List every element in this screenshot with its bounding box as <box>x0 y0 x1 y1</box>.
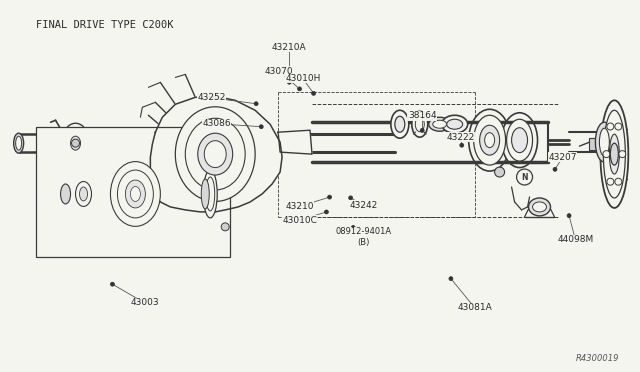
Circle shape <box>460 143 464 147</box>
Text: 43070: 43070 <box>265 67 294 76</box>
Ellipse shape <box>600 128 609 156</box>
Ellipse shape <box>198 133 233 175</box>
Ellipse shape <box>65 129 86 157</box>
Ellipse shape <box>76 182 92 206</box>
Text: 43210A: 43210A <box>272 42 307 51</box>
Circle shape <box>298 87 301 91</box>
Text: 43010C: 43010C <box>282 216 317 225</box>
Ellipse shape <box>511 128 527 153</box>
Circle shape <box>221 223 229 231</box>
Text: FINAL DRIVE TYPE C200K: FINAL DRIVE TYPE C200K <box>36 20 173 30</box>
Circle shape <box>449 277 453 280</box>
Ellipse shape <box>175 107 255 202</box>
Text: 43222: 43222 <box>446 132 475 142</box>
Circle shape <box>328 195 332 199</box>
Bar <box>589 138 602 150</box>
Text: 43242: 43242 <box>349 201 378 210</box>
Ellipse shape <box>447 119 463 129</box>
Text: 44098M: 44098M <box>557 235 593 244</box>
Circle shape <box>495 167 504 177</box>
Text: 08912-9401A
(B): 08912-9401A (B) <box>335 227 392 247</box>
Circle shape <box>420 128 424 132</box>
Ellipse shape <box>395 116 405 132</box>
Ellipse shape <box>468 109 511 171</box>
Circle shape <box>619 151 626 158</box>
Circle shape <box>607 178 614 185</box>
Polygon shape <box>150 96 282 212</box>
Text: N: N <box>522 173 528 182</box>
Ellipse shape <box>205 177 215 211</box>
Circle shape <box>351 225 355 230</box>
Ellipse shape <box>600 100 628 208</box>
Ellipse shape <box>429 117 451 131</box>
Ellipse shape <box>479 125 500 155</box>
Ellipse shape <box>118 170 154 218</box>
Circle shape <box>567 214 571 218</box>
Ellipse shape <box>412 111 428 137</box>
Ellipse shape <box>79 187 88 201</box>
Ellipse shape <box>595 122 613 162</box>
Circle shape <box>72 139 79 147</box>
Text: 43010H: 43010H <box>285 74 321 83</box>
Circle shape <box>254 102 258 106</box>
Polygon shape <box>278 130 312 154</box>
Ellipse shape <box>611 143 618 165</box>
Text: R4300019: R4300019 <box>576 355 620 363</box>
Ellipse shape <box>391 110 409 138</box>
Ellipse shape <box>604 110 625 198</box>
Circle shape <box>259 125 263 129</box>
Ellipse shape <box>204 141 226 167</box>
Ellipse shape <box>13 133 24 153</box>
Circle shape <box>603 151 610 158</box>
Ellipse shape <box>415 117 424 132</box>
Circle shape <box>324 210 328 214</box>
Text: 43252: 43252 <box>197 93 226 102</box>
Ellipse shape <box>532 202 547 212</box>
Ellipse shape <box>125 180 145 208</box>
Ellipse shape <box>609 134 620 174</box>
Ellipse shape <box>442 115 468 133</box>
Ellipse shape <box>529 198 550 216</box>
Text: 43210: 43210 <box>285 202 314 211</box>
Circle shape <box>287 80 291 84</box>
Circle shape <box>553 167 557 171</box>
Text: 38164: 38164 <box>408 111 436 120</box>
Circle shape <box>312 92 316 95</box>
Ellipse shape <box>204 170 217 218</box>
Circle shape <box>615 123 622 130</box>
Ellipse shape <box>484 133 495 148</box>
Ellipse shape <box>15 136 22 150</box>
Circle shape <box>349 196 353 200</box>
Text: 43207: 43207 <box>548 153 577 161</box>
Circle shape <box>516 169 532 185</box>
Ellipse shape <box>61 184 70 204</box>
Ellipse shape <box>474 115 506 165</box>
Text: 43081A: 43081A <box>457 303 492 312</box>
Circle shape <box>607 123 614 130</box>
Ellipse shape <box>507 119 532 161</box>
Bar <box>36 127 230 257</box>
Text: 43003: 43003 <box>130 298 159 307</box>
Ellipse shape <box>433 120 447 128</box>
Ellipse shape <box>201 179 209 209</box>
Ellipse shape <box>70 136 81 150</box>
Ellipse shape <box>186 118 245 190</box>
Circle shape <box>615 178 622 185</box>
Circle shape <box>111 282 115 286</box>
Ellipse shape <box>111 161 161 226</box>
Ellipse shape <box>131 186 140 202</box>
Ellipse shape <box>61 123 90 163</box>
Ellipse shape <box>502 113 538 167</box>
Text: 43086: 43086 <box>202 119 231 128</box>
